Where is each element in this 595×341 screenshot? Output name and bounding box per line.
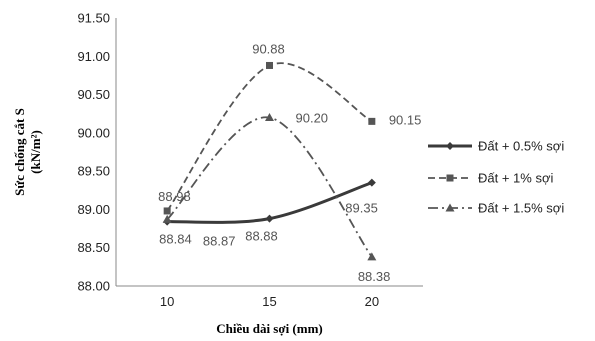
legend-label: Đất + 0.5% sợi bbox=[478, 139, 564, 154]
y-axis-title-line1: Sức chống cắt S bbox=[12, 108, 27, 196]
data-label: 88.87 bbox=[203, 233, 236, 248]
x-tick-label: 15 bbox=[262, 294, 276, 309]
legend-marker bbox=[446, 174, 454, 182]
data-label: 90.15 bbox=[389, 112, 422, 127]
data-label: 88.38 bbox=[358, 269, 391, 284]
data-point bbox=[163, 207, 171, 215]
data-point bbox=[265, 113, 274, 122]
x-axis-title: Chiều dài sợi (mm) bbox=[216, 321, 323, 336]
data-label: 88.88 bbox=[245, 229, 278, 244]
data-labels: 88.84 88.88 89.35 88.98 90.88 90.15 88.87 90.20… bbox=[158, 41, 421, 283]
y-tick-labels: 88.00 88.50 89.00 89.50 90.00 90.50 91.00 91.50 bbox=[77, 11, 110, 294]
data-label: 88.84 bbox=[159, 232, 192, 247]
x-tick-label: 20 bbox=[365, 294, 379, 309]
data-label: 90.20 bbox=[296, 111, 329, 126]
legend-marker bbox=[446, 142, 454, 150]
data-point bbox=[266, 61, 273, 69]
data-point bbox=[368, 117, 376, 125]
legend-marker bbox=[445, 203, 455, 212]
legend-label: Đất + 1% sợi bbox=[478, 171, 553, 186]
legend: Đất + 0.5% sợi Đất + 1% sợi Đất + 1.5% sợi bbox=[428, 139, 564, 216]
data-label: 88.98 bbox=[158, 189, 191, 204]
legend-item: Đất + 0.5% sợi bbox=[428, 139, 564, 154]
y-axis-title: Sức chống cắt S (kN/m²) bbox=[12, 108, 43, 196]
data-label: 89.35 bbox=[345, 201, 378, 216]
x-tick-labels: 10 15 20 bbox=[160, 294, 379, 309]
legend-label: Đất + 1.5% sợi bbox=[478, 201, 564, 216]
data-point bbox=[265, 214, 274, 223]
y-tick-label: 88.50 bbox=[77, 240, 110, 255]
y-tick-label: 89.00 bbox=[77, 202, 110, 217]
y-axis-title-line2: (kN/m²) bbox=[28, 130, 43, 174]
y-tick-label: 91.00 bbox=[77, 49, 110, 64]
y-tick-label: 91.50 bbox=[77, 11, 110, 26]
series-line bbox=[166, 62, 373, 212]
legend-item: Đất + 1.5% sợi bbox=[428, 201, 564, 216]
data-label: 90.88 bbox=[252, 41, 285, 56]
series-markers bbox=[162, 61, 377, 261]
data-point bbox=[367, 178, 376, 187]
legend-item: Đất + 1% sợi bbox=[428, 171, 553, 186]
y-tick-label: 88.00 bbox=[77, 279, 110, 294]
y-tick-label: 90.00 bbox=[77, 125, 110, 140]
data-point bbox=[367, 252, 377, 261]
x-tick-label: 10 bbox=[160, 294, 174, 309]
data-point bbox=[162, 214, 172, 223]
plot-area: 88.00 88.50 89.00 89.50 90.00 90.50 91.00 91.50… bbox=[77, 11, 423, 309]
y-tick-label: 90.50 bbox=[77, 87, 110, 102]
y-tick-label: 89.50 bbox=[77, 164, 110, 179]
